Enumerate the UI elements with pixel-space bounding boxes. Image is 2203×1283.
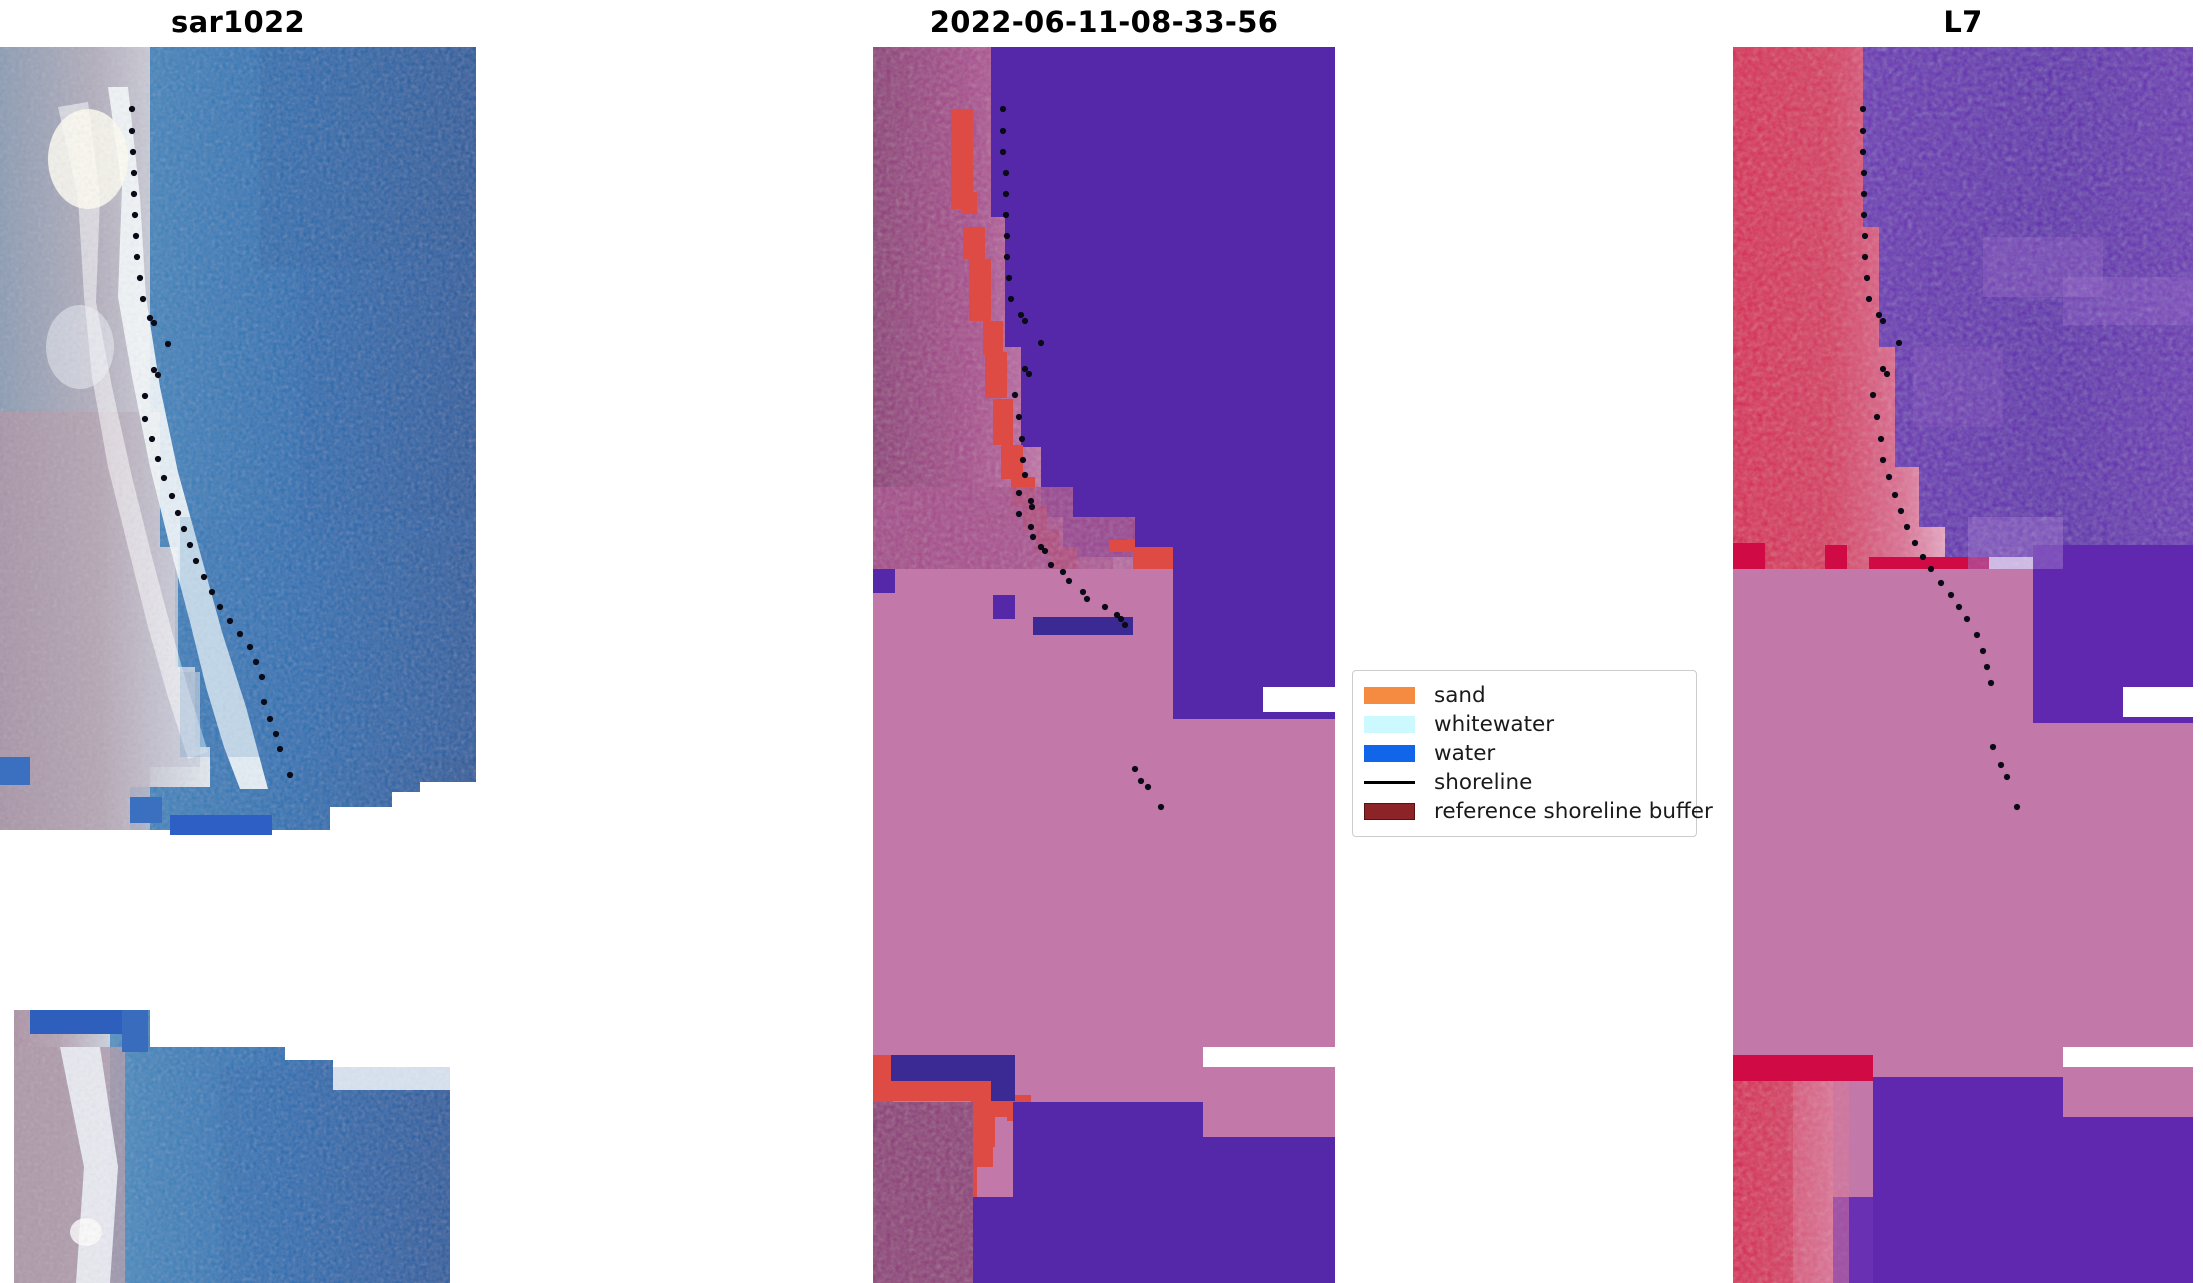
- legend-item-sand: sand: [1364, 681, 1684, 710]
- classification-raster: [873, 47, 1335, 1283]
- panel-title-l7: L7: [1943, 5, 1983, 39]
- water-swatch-icon: [1364, 745, 1415, 762]
- shoreline-dots: [999, 105, 1165, 811]
- panel-sar-image: [0, 47, 476, 1283]
- panel-title-classification: 2022-06-11-08-33-56: [929, 5, 1279, 39]
- legend-item-reference-shoreline-buffer: reference shoreline buffer: [1364, 797, 1713, 826]
- whitewater-swatch-icon: [1364, 716, 1415, 733]
- legend-label-reference-shoreline-buffer: reference shoreline buffer: [1434, 798, 1713, 824]
- l7-raster: [1733, 47, 2193, 1283]
- legend-item-water: water: [1364, 739, 1684, 768]
- panel-l7-image: [1733, 47, 2193, 1283]
- legend-label-whitewater: whitewater: [1434, 711, 1555, 737]
- shoreline-dots: [128, 105, 294, 779]
- sand-swatch-icon: [1364, 687, 1415, 704]
- legend-box: sand whitewater water shoreline referenc…: [1352, 670, 1713, 837]
- panel-title-sar: sar1022: [171, 5, 305, 39]
- legend-item-shoreline: shoreline: [1364, 768, 1684, 797]
- shoreline-line-icon: [1364, 774, 1415, 791]
- sar-raster: [0, 47, 476, 1283]
- legend-label-water: water: [1434, 740, 1496, 766]
- legend-item-whitewater: whitewater: [1364, 710, 1684, 739]
- legend-label-shoreline: shoreline: [1434, 769, 1533, 795]
- legend-label-sand: sand: [1434, 682, 1486, 708]
- panel-classification-image: [873, 47, 1335, 1283]
- reference-buffer-swatch-icon: [1364, 803, 1415, 820]
- shoreline-dots: [1859, 105, 2021, 811]
